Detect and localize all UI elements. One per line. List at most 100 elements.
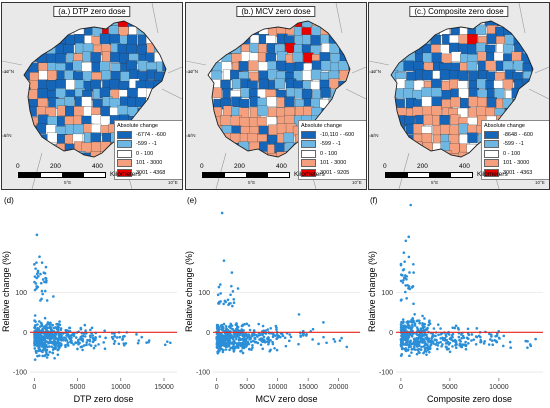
scatter-point [59, 332, 63, 336]
x-tick-label: 15000 [298, 384, 318, 391]
scatter-point [444, 333, 448, 337]
scatter-point [90, 326, 94, 330]
scatter-point [311, 327, 315, 331]
scatter-point [35, 272, 39, 276]
scatter-point [404, 325, 408, 328]
scatter-point [40, 344, 44, 348]
scatter-point [234, 337, 238, 341]
x-tick-label: 20000 [329, 384, 349, 391]
map-title: (a.) DTP zero dose [53, 6, 131, 17]
scatter-point [45, 348, 49, 352]
scatter-point [464, 343, 468, 347]
scatter-point [70, 339, 73, 342]
map-legend: Absolute change -10,110 - -600 -599 - -1… [298, 120, 366, 180]
scatter-point [483, 340, 486, 343]
legend-item: 0 - 100 [117, 149, 181, 159]
scatter-point [92, 346, 96, 350]
scatter-point [409, 203, 412, 207]
scatter-point [451, 345, 454, 348]
scatter-point [419, 333, 423, 337]
scatter-point [81, 348, 84, 352]
scatter-point [322, 335, 325, 339]
scatter-point [418, 335, 421, 338]
scatter-point [43, 272, 47, 275]
scatter-point [227, 325, 231, 328]
scatter-point [400, 323, 403, 327]
scatter-point [220, 211, 224, 215]
scatter-point [411, 285, 414, 289]
scatter-point [226, 298, 230, 302]
plot-area [213, 205, 360, 378]
scatter-point [269, 338, 272, 342]
scatter-point [76, 347, 79, 351]
y-axis-label: Relative change (%) [1, 251, 11, 332]
map-title: (c.) Composite zero dose [409, 6, 509, 17]
scatter-point [241, 351, 245, 355]
scatter-point [241, 334, 244, 338]
scatter-point [251, 343, 254, 347]
scatter-point [235, 324, 239, 327]
scatter-point [122, 342, 126, 345]
scatter-point [35, 328, 38, 332]
scatter-point [42, 338, 45, 342]
scatter-point [274, 324, 278, 328]
legend-item: -10,110 - -600 [301, 130, 365, 140]
scatter-point [37, 345, 41, 349]
scatter-point [59, 342, 63, 345]
scatter-point [426, 348, 430, 352]
scatter-point [40, 289, 44, 293]
scatter-point [400, 332, 404, 335]
scale-tick: 400 [459, 163, 470, 170]
scatter-point [163, 343, 167, 347]
map-legend: Absolute change -6774 - -600 -599 - -1 0… [114, 120, 182, 180]
scatter-point [33, 263, 36, 266]
scatter-point [41, 328, 44, 331]
scatter-point [39, 299, 42, 302]
scatter-point [41, 292, 44, 296]
legend-label: -599 - -1 [136, 141, 157, 148]
scatter-point [34, 349, 38, 353]
scatter-point [224, 300, 228, 304]
scatter-point [238, 333, 242, 337]
scatter-point [216, 338, 219, 341]
scatter-point [467, 342, 470, 345]
scatter-point [41, 278, 45, 281]
scatter-point [448, 341, 452, 345]
scatter-point [44, 277, 48, 280]
legend-swatch [484, 168, 499, 177]
scatter-point [461, 343, 464, 347]
scatter-point [68, 326, 72, 330]
scatter-point [404, 335, 407, 339]
scatter-point [218, 348, 221, 352]
scatter-point [76, 338, 80, 342]
scatter-point [453, 326, 457, 330]
scatter-point [86, 338, 89, 342]
scatter-point [231, 290, 235, 293]
scatter-point [219, 343, 223, 347]
scatter-point [223, 336, 226, 339]
scatter-point [35, 261, 38, 264]
scatter-point [243, 345, 246, 349]
legend-swatch [117, 149, 132, 158]
legend-label: 0 - 100 [136, 150, 154, 157]
scatter-point [489, 338, 492, 341]
scatter-point [419, 348, 423, 351]
scatter-point [493, 339, 497, 342]
scatter-point [301, 332, 305, 335]
coord-label: 10°E [535, 180, 545, 185]
legend-label: 3001 - 4363 [503, 169, 533, 176]
scatter-point [451, 326, 455, 329]
scatter-point [269, 326, 272, 330]
legend-swatch [117, 168, 132, 177]
scatter-point [215, 325, 219, 328]
scatter-point [266, 340, 269, 343]
scatter-point [231, 304, 234, 308]
scatter-point [249, 337, 252, 340]
x-tick-label: 5000 [239, 384, 255, 391]
scatter-point [425, 353, 428, 356]
scatter-point [259, 343, 263, 347]
coord-label: 5°N [4, 133, 12, 138]
scatter-point [458, 342, 462, 346]
coord-label: 5°N [371, 133, 379, 138]
scatter-point [234, 335, 237, 338]
